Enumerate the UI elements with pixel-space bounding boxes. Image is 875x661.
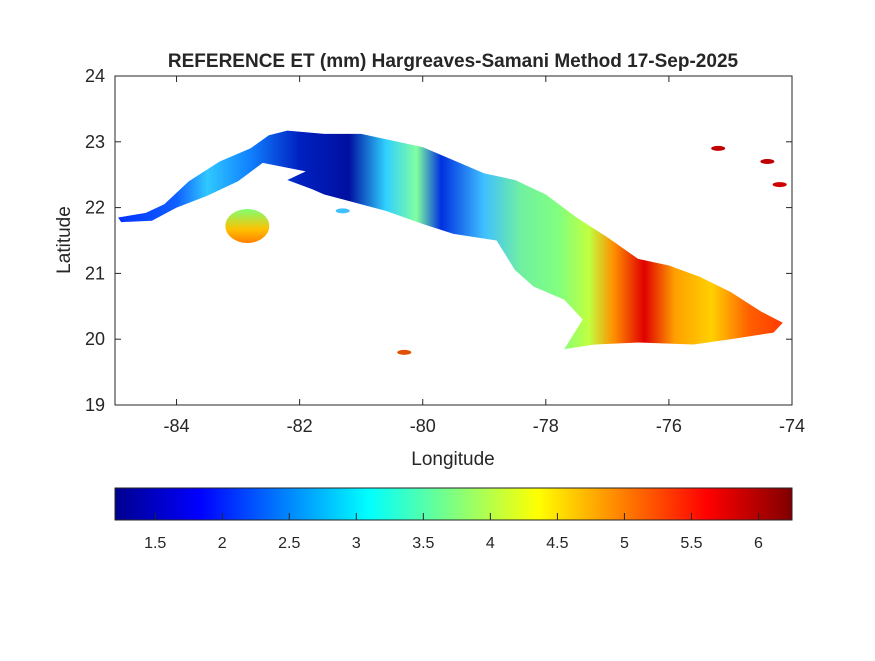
axes-box: [114, 75, 793, 406]
colorbar-tick-label: 2.5: [278, 535, 300, 552]
colorbar-gradient: [114, 487, 793, 521]
x-axis-label: Longitude: [411, 449, 494, 470]
y-tick-label: 19: [85, 395, 105, 415]
y-axis-label: Latitude: [54, 206, 75, 274]
x-tick-label: -74: [779, 416, 805, 436]
cay: [760, 159, 775, 165]
colorbar-tick-label: 3.5: [412, 535, 434, 552]
x-tick-label: -82: [287, 416, 313, 436]
colorbar-tick-label: 1.5: [144, 535, 166, 552]
plot-area: [118, 130, 787, 355]
cay: [335, 208, 350, 214]
colorbar: 1.5 2 2.5 3 3.5 4 4.5 5 5.5 6: [114, 487, 793, 552]
y-tick-label: 24: [85, 66, 105, 86]
colorbar-tick-label: 2: [218, 535, 227, 552]
cuba-landmass: [118, 130, 783, 350]
chart-title: REFERENCE ET (mm) Hargreaves-Samani Meth…: [168, 51, 739, 72]
colorbar-tick-label: 6: [754, 535, 763, 552]
cay: [711, 145, 726, 151]
cay: [772, 182, 787, 188]
isla-de-la-juventud: [225, 209, 270, 244]
axes: -84 -82 -80 -78 -76 -74 19 20 21 22 23 24: [85, 66, 805, 436]
colorbar-tick-label: 4.5: [546, 535, 568, 552]
y-tick-label: 21: [85, 263, 105, 283]
x-tick-label: -84: [164, 416, 190, 436]
x-tick-label: -78: [533, 416, 559, 436]
colorbar-tick-label: 5.5: [680, 535, 702, 552]
y-tick-label: 23: [85, 132, 105, 152]
x-tick-label: -76: [656, 416, 682, 436]
y-tick-label: 22: [85, 198, 105, 218]
y-tick-label: 20: [85, 329, 105, 349]
colorbar-tick-label: 5: [620, 535, 629, 552]
colorbar-tick-label: 3: [352, 535, 361, 552]
colorbar-tick-label: 4: [486, 535, 495, 552]
x-tick-label: -80: [410, 416, 436, 436]
cay: [397, 349, 412, 355]
